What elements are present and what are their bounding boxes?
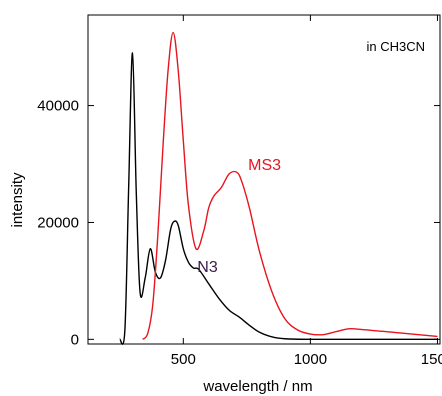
series-line-n3 bbox=[119, 52, 438, 345]
x-tick-label-500: 500 bbox=[171, 351, 196, 368]
x-axis-label: wavelength / nm bbox=[202, 378, 312, 395]
series-label-n3: N3 bbox=[197, 259, 218, 276]
y-tick-label-0: 0 bbox=[71, 331, 79, 348]
series-line-ms3 bbox=[142, 31, 438, 340]
series-label-ms3: MS3 bbox=[248, 157, 281, 174]
y-tick-label-20000: 20000 bbox=[37, 214, 79, 231]
annotation-in-ch3cn: in CH3CN bbox=[366, 39, 425, 54]
y-tick-label-40000: 40000 bbox=[37, 98, 79, 115]
y-axis-label: intensity bbox=[9, 172, 26, 228]
plot-frame bbox=[87, 14, 441, 345]
x-tick-label-1000: 1000 bbox=[294, 351, 327, 368]
series-layer: N3 MS3 bbox=[119, 31, 438, 345]
